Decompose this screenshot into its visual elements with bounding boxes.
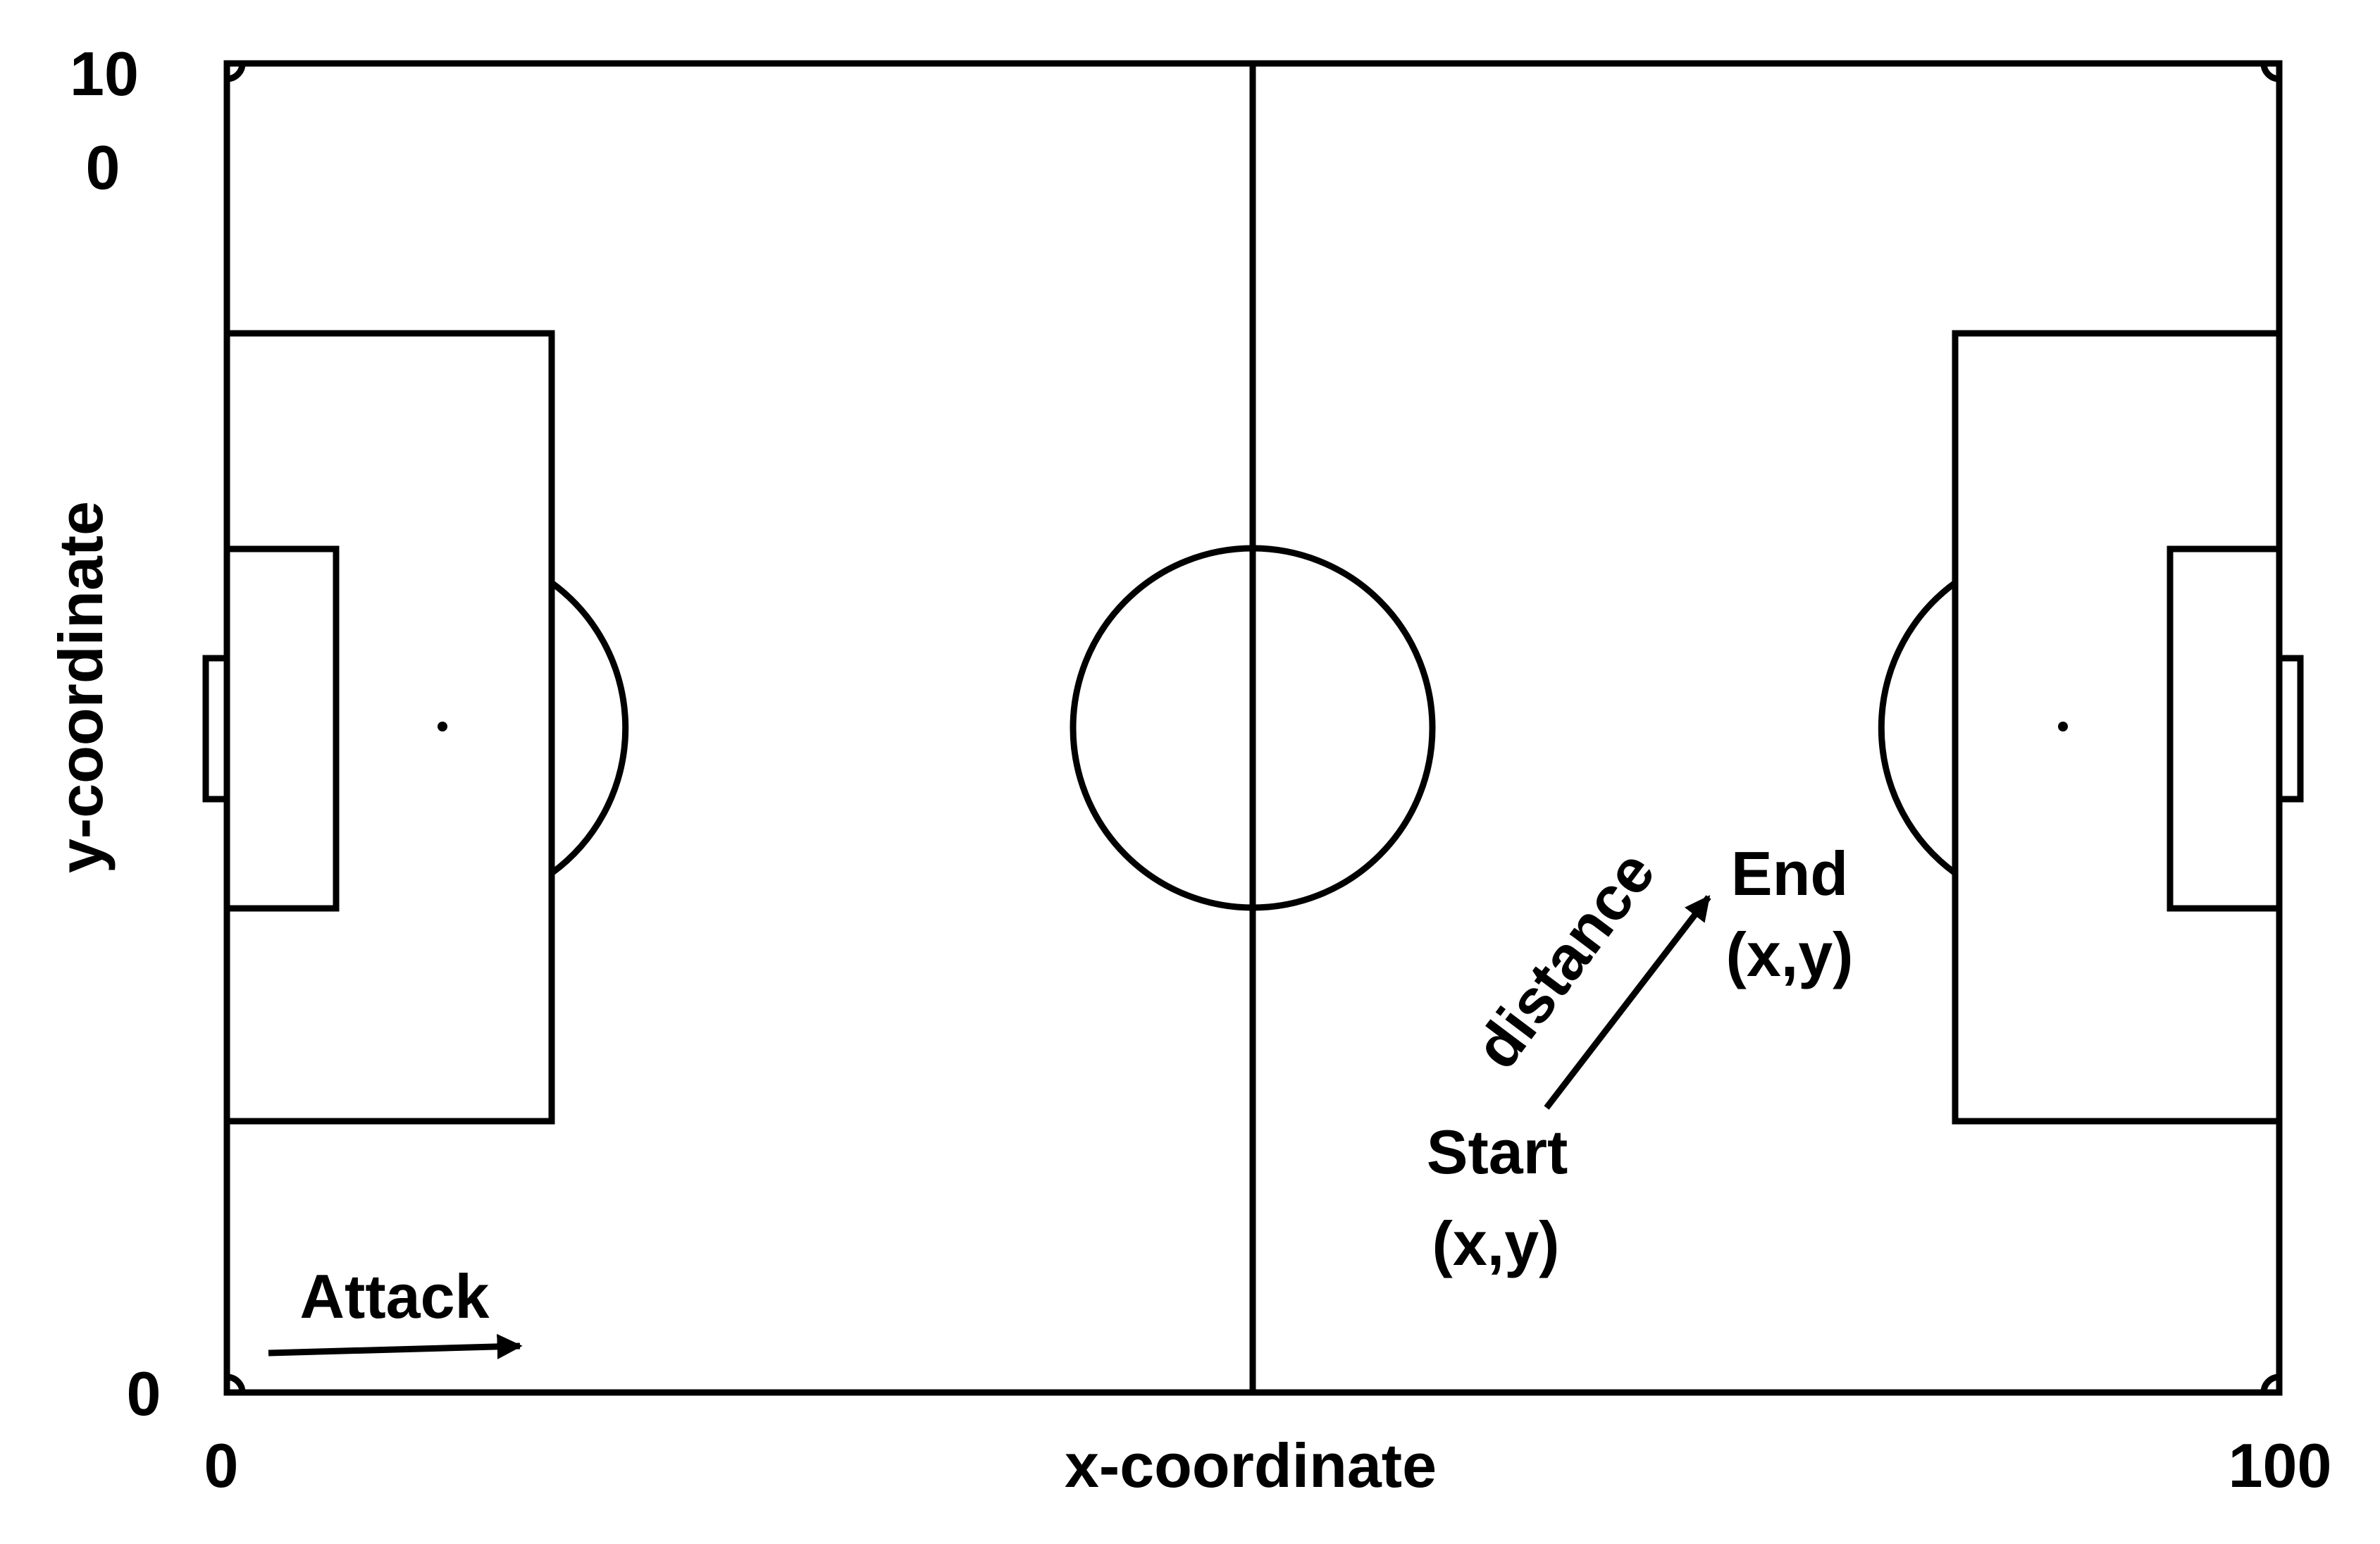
y-tick-max-line2: 0 bbox=[86, 132, 120, 202]
pass-arrow bbox=[1544, 895, 1711, 1110]
start-coords-label: (x,y) bbox=[1432, 1209, 1560, 1278]
attack-label: Attack bbox=[300, 1261, 490, 1331]
x-tick-max: 100 bbox=[2229, 1431, 2332, 1500]
right-goal bbox=[2276, 655, 2304, 803]
start-label: Start bbox=[1427, 1117, 1568, 1187]
y-tick-min: 0 bbox=[127, 1359, 161, 1428]
left-goal-area bbox=[223, 545, 340, 912]
corner-arc-top-left bbox=[226, 63, 246, 82]
corner-arc-bottom-right bbox=[2260, 1373, 2280, 1393]
distance-label: distance bbox=[1461, 838, 1668, 1081]
right-penalty-spot bbox=[2058, 722, 2068, 731]
attack-arrow bbox=[268, 1333, 523, 1359]
y-axis-label: y-coordinate bbox=[46, 501, 116, 873]
right-penalty-arc bbox=[1878, 580, 1957, 876]
end-label: End bbox=[1731, 839, 1848, 908]
end-coords-label: (x,y) bbox=[1726, 920, 1854, 989]
right-goal-area bbox=[2167, 545, 2283, 912]
x-axis-label: x-coordinate bbox=[1065, 1431, 1437, 1500]
pitch-lines bbox=[202, 60, 2304, 1396]
x-tick-min: 0 bbox=[204, 1431, 239, 1500]
left-penalty-area bbox=[223, 330, 555, 1125]
corner-arc-top-right bbox=[2260, 63, 2280, 82]
corner-arc-bottom-left bbox=[226, 1373, 246, 1393]
left-goal bbox=[202, 655, 230, 803]
right-penalty-area bbox=[1952, 330, 2283, 1125]
left-penalty-arc bbox=[550, 580, 629, 876]
center-circle bbox=[1070, 545, 1436, 911]
left-penalty-spot bbox=[438, 722, 447, 731]
y-tick-max-line1: 10 bbox=[70, 39, 139, 109]
